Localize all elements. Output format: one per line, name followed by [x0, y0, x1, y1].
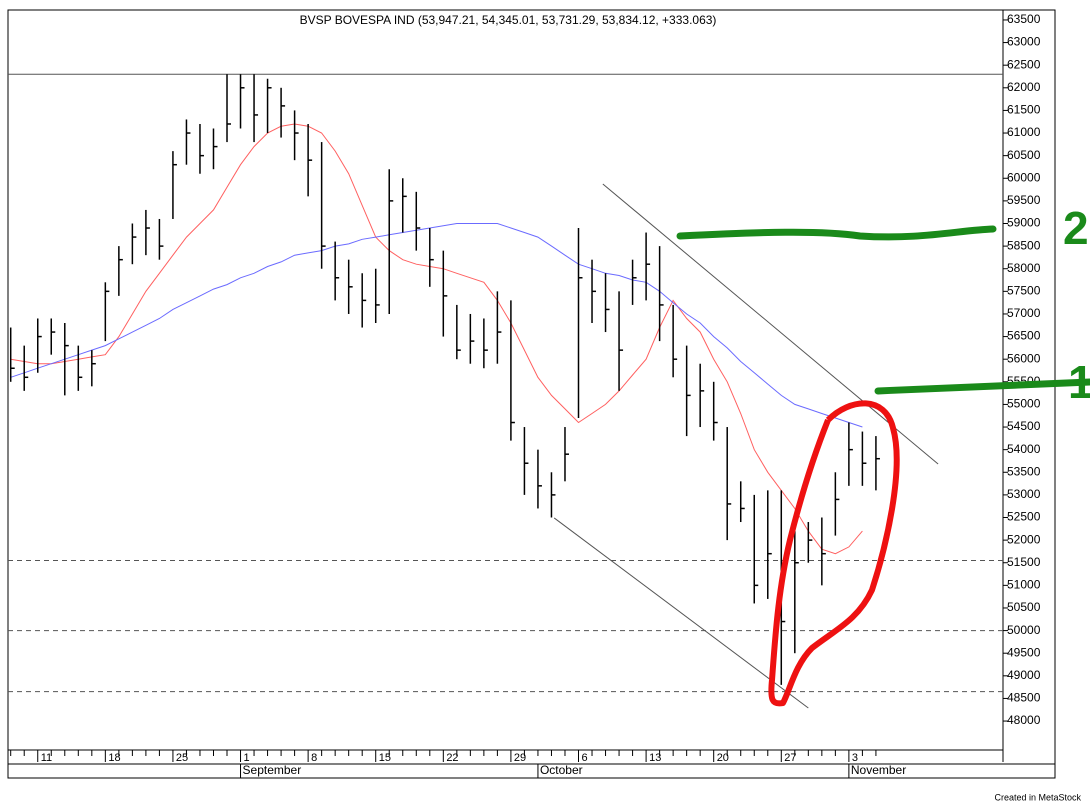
y-tick-label: 63000 [1007, 35, 1041, 49]
y-tick-label: 54500 [1007, 419, 1041, 433]
y-tick-label: 62000 [1007, 80, 1041, 94]
y-tick-label: 59000 [1007, 216, 1041, 230]
y-tick-label: 48500 [1007, 691, 1041, 705]
x-tick-label: 13 [649, 752, 661, 764]
annotation: 2 [1063, 202, 1089, 254]
x-tick-label: 20 [717, 752, 729, 764]
y-tick-label: 62500 [1007, 57, 1041, 71]
y-tick-label: 55000 [1007, 397, 1041, 411]
month-label: November [851, 763, 906, 777]
plot: 48000 48500 49000 49500 50000 50500 51000 51500… [8, 12, 1041, 778]
y-tick-label: 53500 [1007, 464, 1041, 478]
y-tick-label: 57500 [1007, 284, 1041, 298]
y-tick-label: 48000 [1007, 713, 1041, 727]
y-tick-label: 49500 [1007, 645, 1041, 659]
x-tick-label: 22 [446, 752, 458, 764]
y-tick-label: 49000 [1007, 668, 1041, 682]
x-tick-label: 11 [41, 752, 52, 764]
y-tick-label: 57000 [1007, 306, 1041, 320]
x-tick-label: 1 [244, 752, 250, 764]
y-tick-label: 52000 [1007, 532, 1041, 546]
y-tick-label: 51000 [1007, 578, 1041, 592]
drawn-line [874, 378, 1090, 395]
y-tick-label: 56000 [1007, 351, 1041, 365]
trendline [553, 517, 809, 709]
y-tick-label: 63500 [1007, 12, 1041, 26]
y-tick-label: 58000 [1007, 261, 1041, 275]
y-tick-label: 60000 [1007, 170, 1041, 184]
y-tick-label: 50000 [1007, 623, 1041, 637]
y-tick-label: 58500 [1007, 238, 1041, 252]
x-tick-label: 8 [311, 752, 317, 764]
x-tick-label: 27 [784, 752, 796, 764]
x-tick-label: 3 [852, 752, 858, 764]
y-tick-label: 61500 [1007, 103, 1041, 117]
drawn-circle [768, 400, 900, 707]
y-tick-label: 54000 [1007, 442, 1041, 456]
y-tick-label: 53000 [1007, 487, 1041, 501]
trendline [602, 183, 939, 465]
x-tick-label: 15 [379, 752, 391, 764]
moving-average [10, 223, 863, 428]
y-tick-label: 56500 [1007, 329, 1041, 343]
x-tick-label: 25 [176, 752, 188, 764]
x-tick-label: 29 [514, 752, 526, 764]
moving-average [10, 123, 863, 555]
y-tick-label: 59500 [1007, 193, 1041, 207]
y-tick-label: 52500 [1007, 510, 1041, 524]
chart-title: BVSP BOVESPA IND (53,947.21, 54,345.01, … [300, 13, 717, 27]
month-label: October [540, 763, 583, 777]
frame [7, 9, 1056, 779]
annotation: 1 [1068, 356, 1090, 408]
y-tick-label: 61000 [1007, 125, 1041, 139]
y-tick-label: 50500 [1007, 600, 1041, 614]
drawn-line [676, 225, 997, 241]
y-tick-label: 60500 [1007, 148, 1041, 162]
month-label: September [243, 763, 302, 777]
x-tick-label: 6 [582, 752, 588, 764]
x-tick-label: 18 [108, 752, 120, 764]
y-tick-label: 51500 [1007, 555, 1041, 569]
footer: Created in MetaStock [994, 792, 1081, 802]
